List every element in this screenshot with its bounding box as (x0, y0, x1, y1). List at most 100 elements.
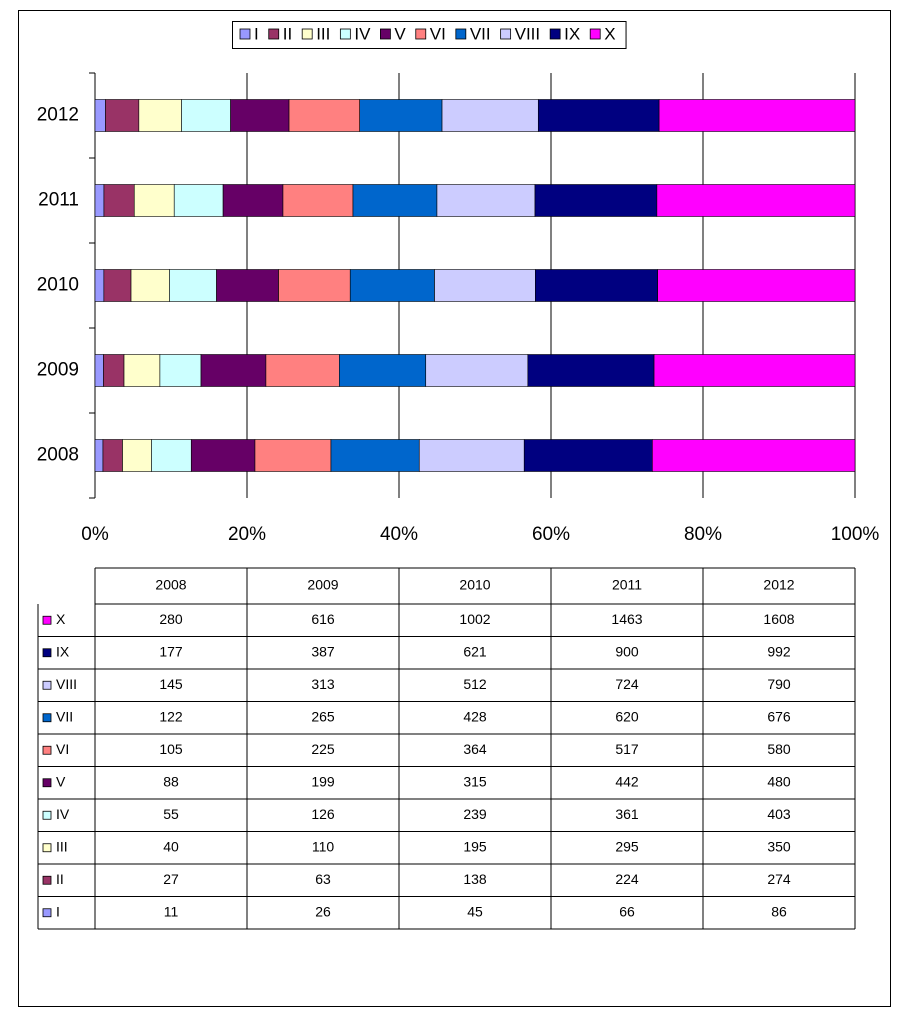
table-row-label: VI (56, 741, 69, 757)
table-swatch (42, 615, 52, 625)
legend-swatch (380, 28, 391, 40)
table-cell: 1608 (763, 611, 794, 627)
legend-label: VII (470, 24, 491, 43)
legend-label: VI (430, 24, 446, 43)
table-cell: 86 (771, 903, 787, 919)
bar-segment (102, 439, 123, 472)
table-cell: 225 (311, 741, 335, 757)
table-cell: 1002 (459, 611, 490, 627)
chart-frame (18, 10, 891, 1007)
legend-label: V (394, 24, 406, 43)
table-cell: 40 (163, 838, 179, 854)
legend-swatch (339, 28, 351, 40)
bar-segment (652, 439, 856, 472)
table-cell: 480 (767, 773, 791, 789)
table-cell: 239 (463, 806, 487, 822)
table-cell: 105 (159, 741, 183, 757)
bar-segment (278, 269, 351, 302)
table-cell: 199 (311, 773, 335, 789)
bar-segment (94, 184, 105, 217)
table-row-label: IV (56, 806, 70, 822)
table-cell: 280 (159, 611, 183, 627)
bar-segment (216, 269, 279, 302)
bar-segment (254, 439, 332, 472)
legend-swatch (239, 28, 251, 40)
table-row-label: VIII (56, 676, 77, 692)
table-cell: 364 (463, 741, 487, 757)
table-cell: 1463 (611, 611, 642, 627)
table-cell: 620 (615, 708, 639, 724)
bar-segment (94, 269, 105, 302)
table-swatch (42, 843, 52, 853)
table-swatch (42, 680, 52, 690)
table-cell: 224 (615, 871, 639, 887)
bar-segment (653, 354, 856, 387)
table-swatch (42, 745, 52, 755)
y-tick-label: 2012 (37, 105, 79, 126)
table-cell: 724 (615, 676, 639, 692)
table-cell: 195 (463, 838, 487, 854)
table-cell: 11 (164, 903, 179, 919)
table-cell: 126 (311, 806, 335, 822)
table-row-label: VII (56, 708, 73, 724)
table-row-label: X (56, 611, 66, 627)
bar-segment (425, 354, 529, 387)
table-swatch (42, 810, 52, 820)
bar-segment (133, 184, 175, 217)
table-cell: 428 (463, 708, 487, 724)
table-swatch (42, 908, 52, 918)
bar-segment (418, 439, 525, 472)
table-header: 2010 (459, 577, 490, 593)
y-tick-label: 2010 (37, 275, 79, 296)
table-cell: 55 (163, 806, 179, 822)
table-cell: 517 (615, 741, 639, 757)
table-swatch (42, 778, 52, 788)
legend-label: IV (354, 24, 371, 43)
table-cell: 138 (463, 871, 487, 887)
bar-segment (339, 354, 427, 387)
table-header: 2012 (763, 577, 794, 593)
bar-segment (169, 269, 217, 302)
legend-swatch (589, 28, 601, 40)
bar-segment (222, 184, 284, 217)
table-cell: 512 (463, 676, 487, 692)
bar-segment (94, 354, 104, 387)
bar-segment (265, 354, 340, 387)
x-tick-label: 0% (81, 524, 109, 545)
table-cell: 27 (163, 871, 179, 887)
table-row-label: III (56, 838, 68, 854)
table-cell: 295 (615, 838, 639, 854)
table-cell: 580 (767, 741, 791, 757)
bar-segment (330, 439, 420, 472)
table-cell: 313 (311, 676, 335, 692)
table-cell: 66 (619, 903, 635, 919)
bar-segment (656, 184, 856, 217)
bar-segment (230, 99, 290, 132)
bar-segment (535, 269, 658, 302)
bar-segment (200, 354, 267, 387)
bar-segment (151, 439, 192, 472)
table-cell: 992 (767, 643, 791, 659)
table-cell: 145 (159, 676, 183, 692)
x-tick-label: 100% (831, 524, 880, 545)
bar-segment (657, 269, 856, 302)
table-header: 2011 (612, 577, 642, 593)
table-cell: 442 (615, 773, 639, 789)
table-header: 2009 (307, 577, 338, 593)
table-cell: 676 (767, 708, 791, 724)
table-cell: 387 (311, 643, 335, 659)
bar-segment (352, 184, 438, 217)
table-cell: 621 (463, 643, 487, 659)
bar-segment (436, 184, 536, 217)
legend-label: I (254, 24, 259, 43)
table-cell: 63 (315, 871, 331, 887)
table-cell: 361 (615, 806, 639, 822)
bar-segment (190, 439, 256, 472)
bar-segment (349, 269, 435, 302)
table-cell: 177 (159, 643, 183, 659)
table-cell: 88 (163, 773, 179, 789)
bar-segment (94, 99, 106, 132)
bar-segment (534, 184, 658, 217)
